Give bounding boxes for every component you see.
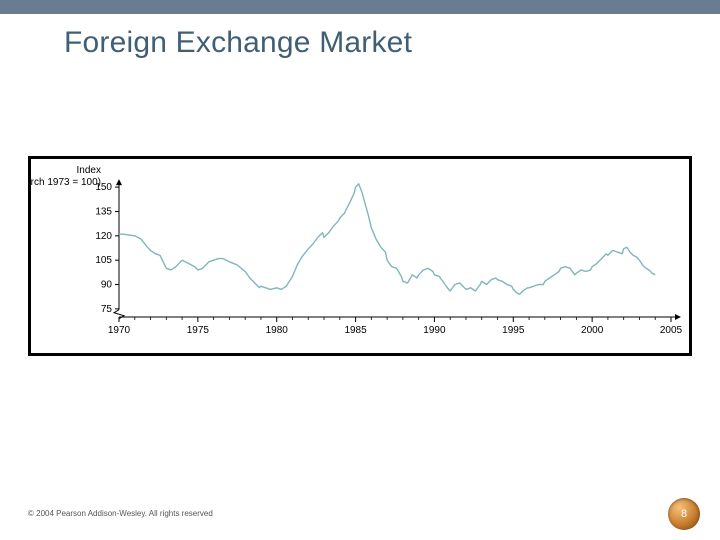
svg-text:1970: 1970 bbox=[108, 325, 131, 336]
page-number-sphere: 8 bbox=[668, 498, 700, 530]
svg-text:75: 75 bbox=[101, 304, 113, 315]
slide-title: Foreign Exchange Market bbox=[64, 26, 412, 60]
svg-text:105: 105 bbox=[95, 255, 112, 266]
copyright-text: © 2004 Pearson Addison-Wesley. All right… bbox=[28, 509, 213, 518]
sphere-icon: 8 bbox=[668, 498, 700, 530]
svg-text:Index: Index bbox=[77, 165, 101, 176]
svg-text:135: 135 bbox=[95, 206, 112, 217]
svg-text:(March 1973 = 100): (March 1973 = 100) bbox=[31, 177, 101, 188]
svg-text:120: 120 bbox=[95, 231, 112, 242]
page-number: 8 bbox=[681, 508, 687, 520]
svg-text:90: 90 bbox=[101, 280, 113, 291]
svg-text:1985: 1985 bbox=[344, 325, 367, 336]
svg-text:150: 150 bbox=[95, 182, 112, 193]
slide: Foreign Exchange Market Index(March 1973… bbox=[0, 0, 720, 540]
chart-container: Index(March 1973 = 100) 75 90 105 120 135 150 1… bbox=[28, 156, 692, 356]
svg-text:2005: 2005 bbox=[660, 325, 683, 336]
svg-text:1975: 1975 bbox=[187, 325, 210, 336]
svg-text:1995: 1995 bbox=[502, 325, 525, 336]
svg-text:2000: 2000 bbox=[581, 325, 604, 336]
line-chart: Index(March 1973 = 100) 75 90 105 120 135 150 1… bbox=[31, 159, 689, 353]
svg-text:1980: 1980 bbox=[266, 325, 289, 336]
svg-text:1990: 1990 bbox=[423, 325, 446, 336]
top-accent-bar bbox=[0, 0, 720, 14]
